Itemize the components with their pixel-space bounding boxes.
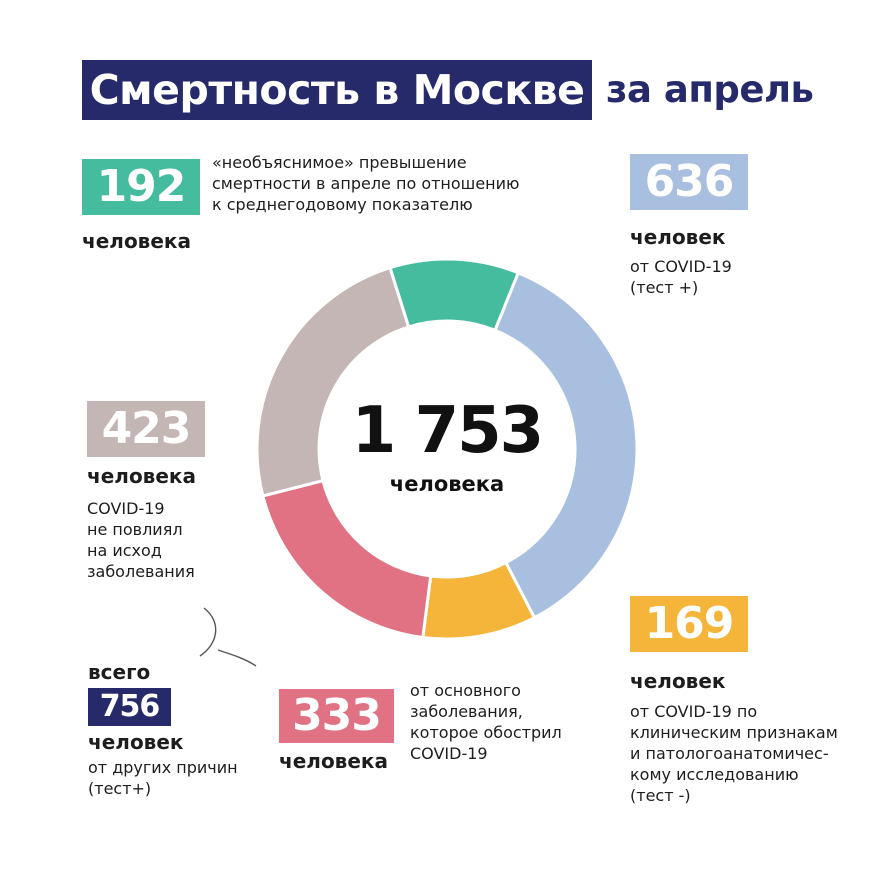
desc-line: не повлиял	[87, 520, 183, 539]
donut-slice-2	[261, 478, 433, 640]
value-box-other-causes: 756	[88, 688, 171, 726]
value-box-covid-clinical: 169	[630, 596, 748, 652]
desc-line: (тест +)	[630, 278, 699, 297]
desc-line: (тест -)	[630, 786, 691, 805]
desc-line: на исход	[87, 541, 162, 560]
desc-line: и патологоанатомичес-	[630, 744, 829, 763]
desc-line: клиническим признакам	[630, 723, 838, 742]
desc-line: COVID-19	[410, 744, 488, 763]
unit-covid-aggravated: человека	[279, 749, 388, 773]
value-box-covid-no-effect: 423	[87, 401, 205, 457]
value-other-causes: 756	[99, 689, 161, 724]
desc-line: к среднегодовому показателю	[212, 195, 473, 214]
unit-unexplained: человека	[82, 229, 191, 253]
value-covid-aggravated: 333	[292, 690, 382, 741]
prefix-other-causes: всего	[88, 660, 151, 684]
value-covid-no-effect: 423	[101, 403, 192, 454]
desc-covid-no-effect: COVID-19 не повлиял на исход заболевания	[87, 498, 195, 582]
page-subtitle: за апрель	[606, 68, 814, 111]
desc-line: заболевания	[87, 562, 195, 581]
donut-slice-0	[492, 270, 639, 620]
unit-covid-test-positive: человек	[630, 225, 726, 249]
desc-line: (тест+)	[88, 779, 152, 798]
value-box-unexplained: 192	[82, 159, 200, 215]
desc-covid-clinical: от COVID-19 по клиническим признакам и п…	[630, 701, 838, 806]
value-box-covid-aggravated: 333	[279, 689, 394, 743]
desc-line: кому исследованию	[630, 765, 799, 784]
desc-line: от COVID-19	[630, 257, 732, 276]
desc-line: от других причин	[88, 758, 238, 777]
donut-chart	[255, 257, 639, 641]
total-unit: человека	[389, 472, 505, 496]
desc-covid-test-positive: от COVID-19 (тест +)	[630, 256, 732, 298]
unit-covid-no-effect: человека	[87, 464, 196, 488]
value-covid-clinical: 169	[644, 598, 735, 649]
donut-slice-4	[388, 257, 521, 333]
bracket-connector	[199, 607, 257, 667]
value-covid-test-positive: 636	[644, 156, 735, 207]
desc-other-causes: от других причин (тест+)	[88, 757, 238, 799]
donut-slice-3	[255, 265, 411, 498]
desc-line: смертности в апреле по отношению	[212, 174, 520, 193]
desc-line: COVID-19	[87, 499, 165, 518]
desc-line: заболевания,	[410, 702, 523, 721]
desc-line: от основного	[410, 681, 521, 700]
page-title: Смертность в Москве	[82, 60, 592, 120]
value-unexplained: 192	[96, 161, 187, 212]
value-box-covid-test-positive: 636	[630, 154, 748, 210]
unit-other-causes: человек	[88, 730, 184, 754]
desc-line: от COVID-19 по	[630, 702, 758, 721]
unit-covid-clinical: человек	[630, 669, 726, 693]
desc-covid-aggravated: от основного заболевания, которое обостр…	[410, 680, 562, 764]
desc-unexplained: «необъяснимое» превышение смертности в а…	[212, 152, 519, 215]
total-value: 1 753	[351, 394, 544, 468]
desc-line: «необъяснимое» превышение	[212, 153, 467, 172]
desc-line: которое обострил	[410, 723, 562, 742]
